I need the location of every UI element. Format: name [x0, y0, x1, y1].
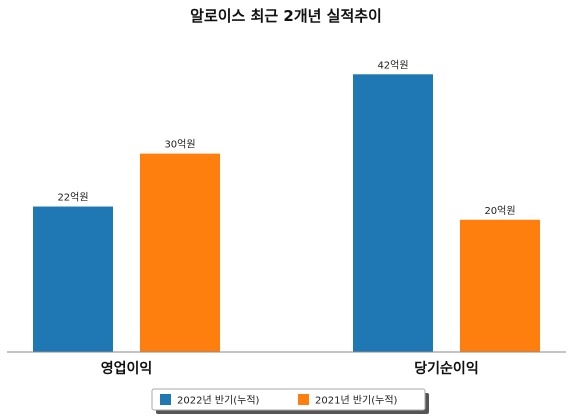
bar-2-series-2 — [460, 219, 540, 352]
category-label-1: 영업이익 — [101, 360, 153, 377]
chart-title: 알로이스 최근 2개년 실적추이 — [190, 7, 382, 25]
legend-box — [151, 388, 426, 411]
legend: 2022년 반기(누적) 2021년 반기(누적) — [151, 388, 429, 414]
legend-label-2: 2021년 반기(누적) — [315, 395, 398, 407]
data-label-1-series-1: 22억원 — [57, 192, 88, 204]
legend-label-1: 2022년 반기(누적) — [177, 395, 260, 407]
bar-2-series-1 — [353, 74, 433, 353]
bar-1-series-2 — [140, 153, 220, 352]
category-label-2: 당기순이익 — [414, 360, 478, 377]
data-label-group: 22억원 30억원 42억원 20억원 — [57, 59, 515, 216]
category-label-group: 영업이익 당기순이익 — [101, 360, 479, 377]
data-label-1-series-2: 30억원 — [164, 139, 195, 151]
legend-swatch-2 — [298, 394, 309, 405]
legend-swatch-1 — [160, 394, 171, 405]
legend-items: 2022년 반기(누적) 2021년 반기(누적) — [160, 394, 398, 407]
data-label-2-series-1: 42억원 — [377, 59, 408, 71]
data-label-2-series-2: 20억원 — [484, 205, 515, 217]
bar-group — [33, 74, 540, 353]
bar-1-series-1 — [33, 206, 113, 352]
